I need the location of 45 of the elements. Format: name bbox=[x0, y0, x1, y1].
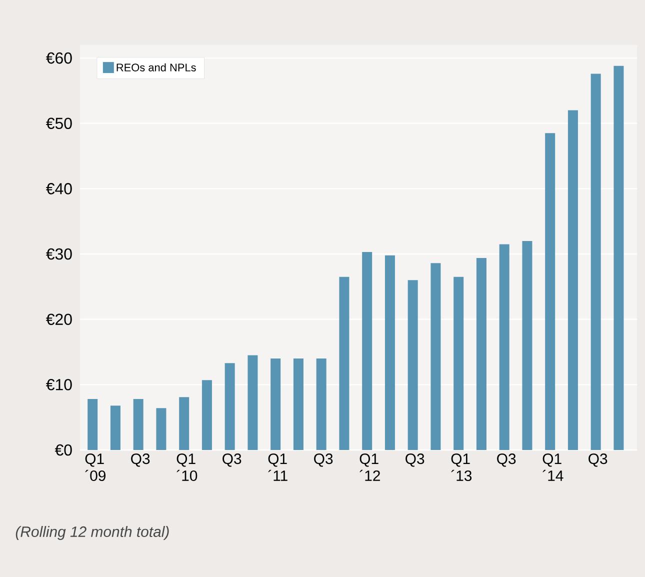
bar bbox=[430, 263, 441, 450]
bar bbox=[362, 252, 372, 450]
x-tick-label: Q3 bbox=[406, 454, 424, 467]
bar bbox=[499, 244, 510, 450]
bar bbox=[224, 363, 235, 450]
x-tick-label: Q1 ´09 bbox=[85, 454, 106, 482]
x-tick-label: Q1 ´10 bbox=[176, 454, 198, 482]
x-tick-label: Q3 bbox=[131, 454, 150, 467]
bar bbox=[88, 399, 98, 450]
bar bbox=[316, 358, 326, 450]
bar bbox=[133, 399, 144, 450]
bar bbox=[248, 355, 258, 450]
x-tick-label: Q3 bbox=[497, 454, 516, 467]
x-tick-label: Q1 ´14 bbox=[542, 454, 564, 481]
bar bbox=[454, 276, 464, 450]
bar bbox=[156, 408, 166, 450]
legend-label: REOs and NPLs bbox=[116, 63, 196, 72]
y-tick-label: €40 bbox=[46, 183, 72, 194]
bar bbox=[270, 358, 281, 450]
x-tick-label: Q3 bbox=[314, 454, 333, 467]
bar bbox=[202, 380, 212, 450]
text: (Rolling 12 month total) bbox=[16, 526, 169, 540]
x-tick-label: Q1 ´13 bbox=[451, 454, 472, 482]
bar bbox=[568, 110, 578, 450]
bar bbox=[522, 240, 532, 450]
bar bbox=[339, 276, 350, 450]
x-tick-label: Q3 bbox=[588, 454, 608, 467]
bar bbox=[590, 74, 601, 450]
y-tick-label: €30 bbox=[46, 248, 72, 260]
bar bbox=[384, 255, 395, 450]
bar bbox=[545, 133, 556, 450]
bar bbox=[614, 66, 624, 450]
y-tick-label: €0 bbox=[54, 444, 72, 456]
y-tick-label: €10 bbox=[46, 379, 72, 390]
bar bbox=[476, 258, 486, 450]
bar bbox=[110, 406, 120, 450]
bar bbox=[408, 280, 418, 450]
bar bbox=[179, 397, 190, 450]
bar bbox=[293, 358, 304, 450]
x-tick-label: Q3 bbox=[222, 454, 242, 467]
y-tick-label: €20 bbox=[46, 314, 72, 325]
y-tick-label: €50 bbox=[46, 118, 72, 130]
x-tick-label: Q1 ´12 bbox=[360, 454, 380, 481]
y-tick-label: €60 bbox=[46, 52, 72, 64]
x-tick-label: Q1 ´11 bbox=[268, 454, 288, 481]
